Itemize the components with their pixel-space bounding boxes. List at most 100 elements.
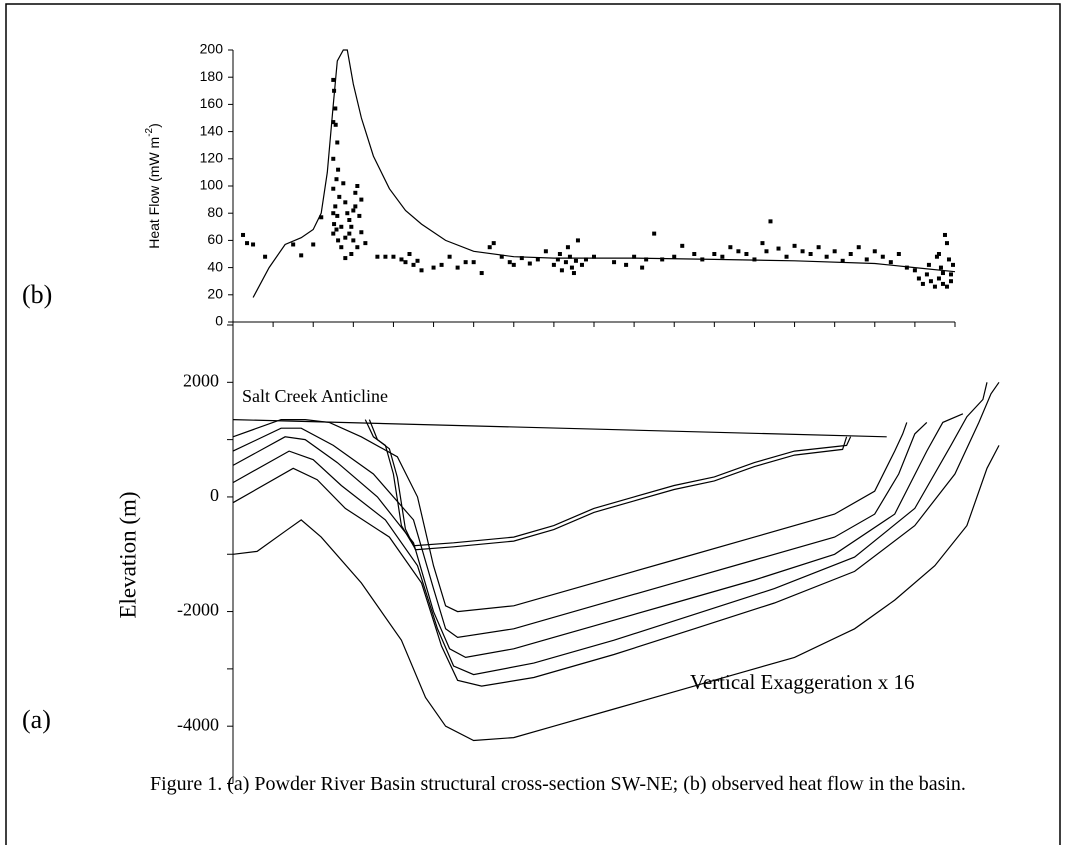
point [499, 254, 504, 259]
point [335, 213, 340, 218]
point [343, 200, 348, 205]
point [579, 262, 584, 267]
point [336, 167, 341, 172]
point [359, 230, 364, 235]
point [245, 241, 250, 246]
point [680, 243, 685, 248]
point [744, 252, 749, 256]
panel-label: (a) [22, 705, 51, 734]
point [535, 257, 540, 262]
horizon-line [232, 421, 928, 639]
point [403, 260, 408, 265]
point [563, 260, 568, 265]
point [565, 245, 570, 250]
point [760, 241, 765, 246]
point [319, 215, 324, 220]
point [337, 194, 342, 199]
point [644, 257, 649, 262]
point [331, 211, 336, 216]
point [784, 254, 789, 259]
point [942, 232, 947, 237]
point [353, 204, 358, 209]
point [768, 219, 773, 224]
point [924, 272, 929, 277]
point [720, 254, 725, 259]
point [792, 243, 797, 248]
point [612, 260, 617, 265]
point [351, 238, 356, 243]
point [407, 252, 412, 256]
point [479, 271, 484, 276]
curve [252, 49, 956, 298]
horizon-line [364, 419, 852, 547]
point [263, 254, 268, 259]
point [848, 252, 853, 256]
point [944, 284, 949, 289]
point [904, 265, 909, 270]
point [856, 245, 861, 250]
point [383, 254, 388, 259]
point [507, 260, 512, 265]
point [652, 231, 657, 236]
y-axis-label-part: ) [146, 123, 162, 128]
panel-label: (b) [22, 280, 52, 309]
point [936, 276, 941, 281]
point [339, 224, 344, 229]
caption: Figure 1. (a) Powder River Basin structu… [150, 773, 966, 795]
horizon-line [232, 445, 1000, 742]
point [511, 262, 516, 267]
point [331, 231, 336, 236]
point [816, 245, 821, 250]
point [331, 77, 336, 82]
point [375, 254, 380, 259]
point [948, 272, 953, 277]
point [950, 262, 955, 267]
point [896, 252, 901, 256]
point [349, 224, 354, 229]
point [920, 281, 925, 286]
y-tick-label: 20 [207, 286, 223, 302]
point [333, 106, 338, 111]
point [333, 204, 338, 209]
horizon-line [232, 419, 887, 438]
point [832, 249, 837, 254]
annotation: Salt Creek Anticline [242, 386, 388, 406]
point [357, 213, 362, 218]
point [640, 265, 645, 270]
y-tick-label: 140 [200, 122, 224, 138]
point [888, 260, 893, 265]
point [776, 246, 781, 251]
point [351, 208, 356, 213]
horizon-line [232, 419, 908, 613]
point [800, 249, 805, 254]
point [557, 252, 562, 256]
point [700, 257, 705, 262]
point [331, 186, 336, 191]
point [311, 242, 316, 247]
point [632, 254, 637, 259]
y-tick-label: -4000 [177, 714, 219, 734]
point [341, 181, 346, 186]
point [567, 254, 572, 259]
point [752, 257, 757, 262]
point [840, 258, 845, 263]
point [487, 245, 492, 250]
point [334, 177, 339, 182]
y-tick-label: 160 [200, 95, 224, 111]
point [251, 242, 256, 247]
point [872, 249, 877, 254]
point [932, 284, 937, 289]
y-tick-label: 40 [207, 258, 223, 274]
point [343, 235, 348, 240]
point [934, 254, 939, 259]
point [728, 245, 733, 250]
point [764, 249, 769, 254]
point [948, 279, 953, 284]
point [808, 252, 813, 256]
point [419, 268, 424, 273]
point [333, 122, 338, 127]
y-tick-label: 180 [200, 68, 224, 84]
point [241, 232, 246, 237]
y-tick-label: 60 [207, 231, 223, 247]
point [347, 218, 352, 222]
